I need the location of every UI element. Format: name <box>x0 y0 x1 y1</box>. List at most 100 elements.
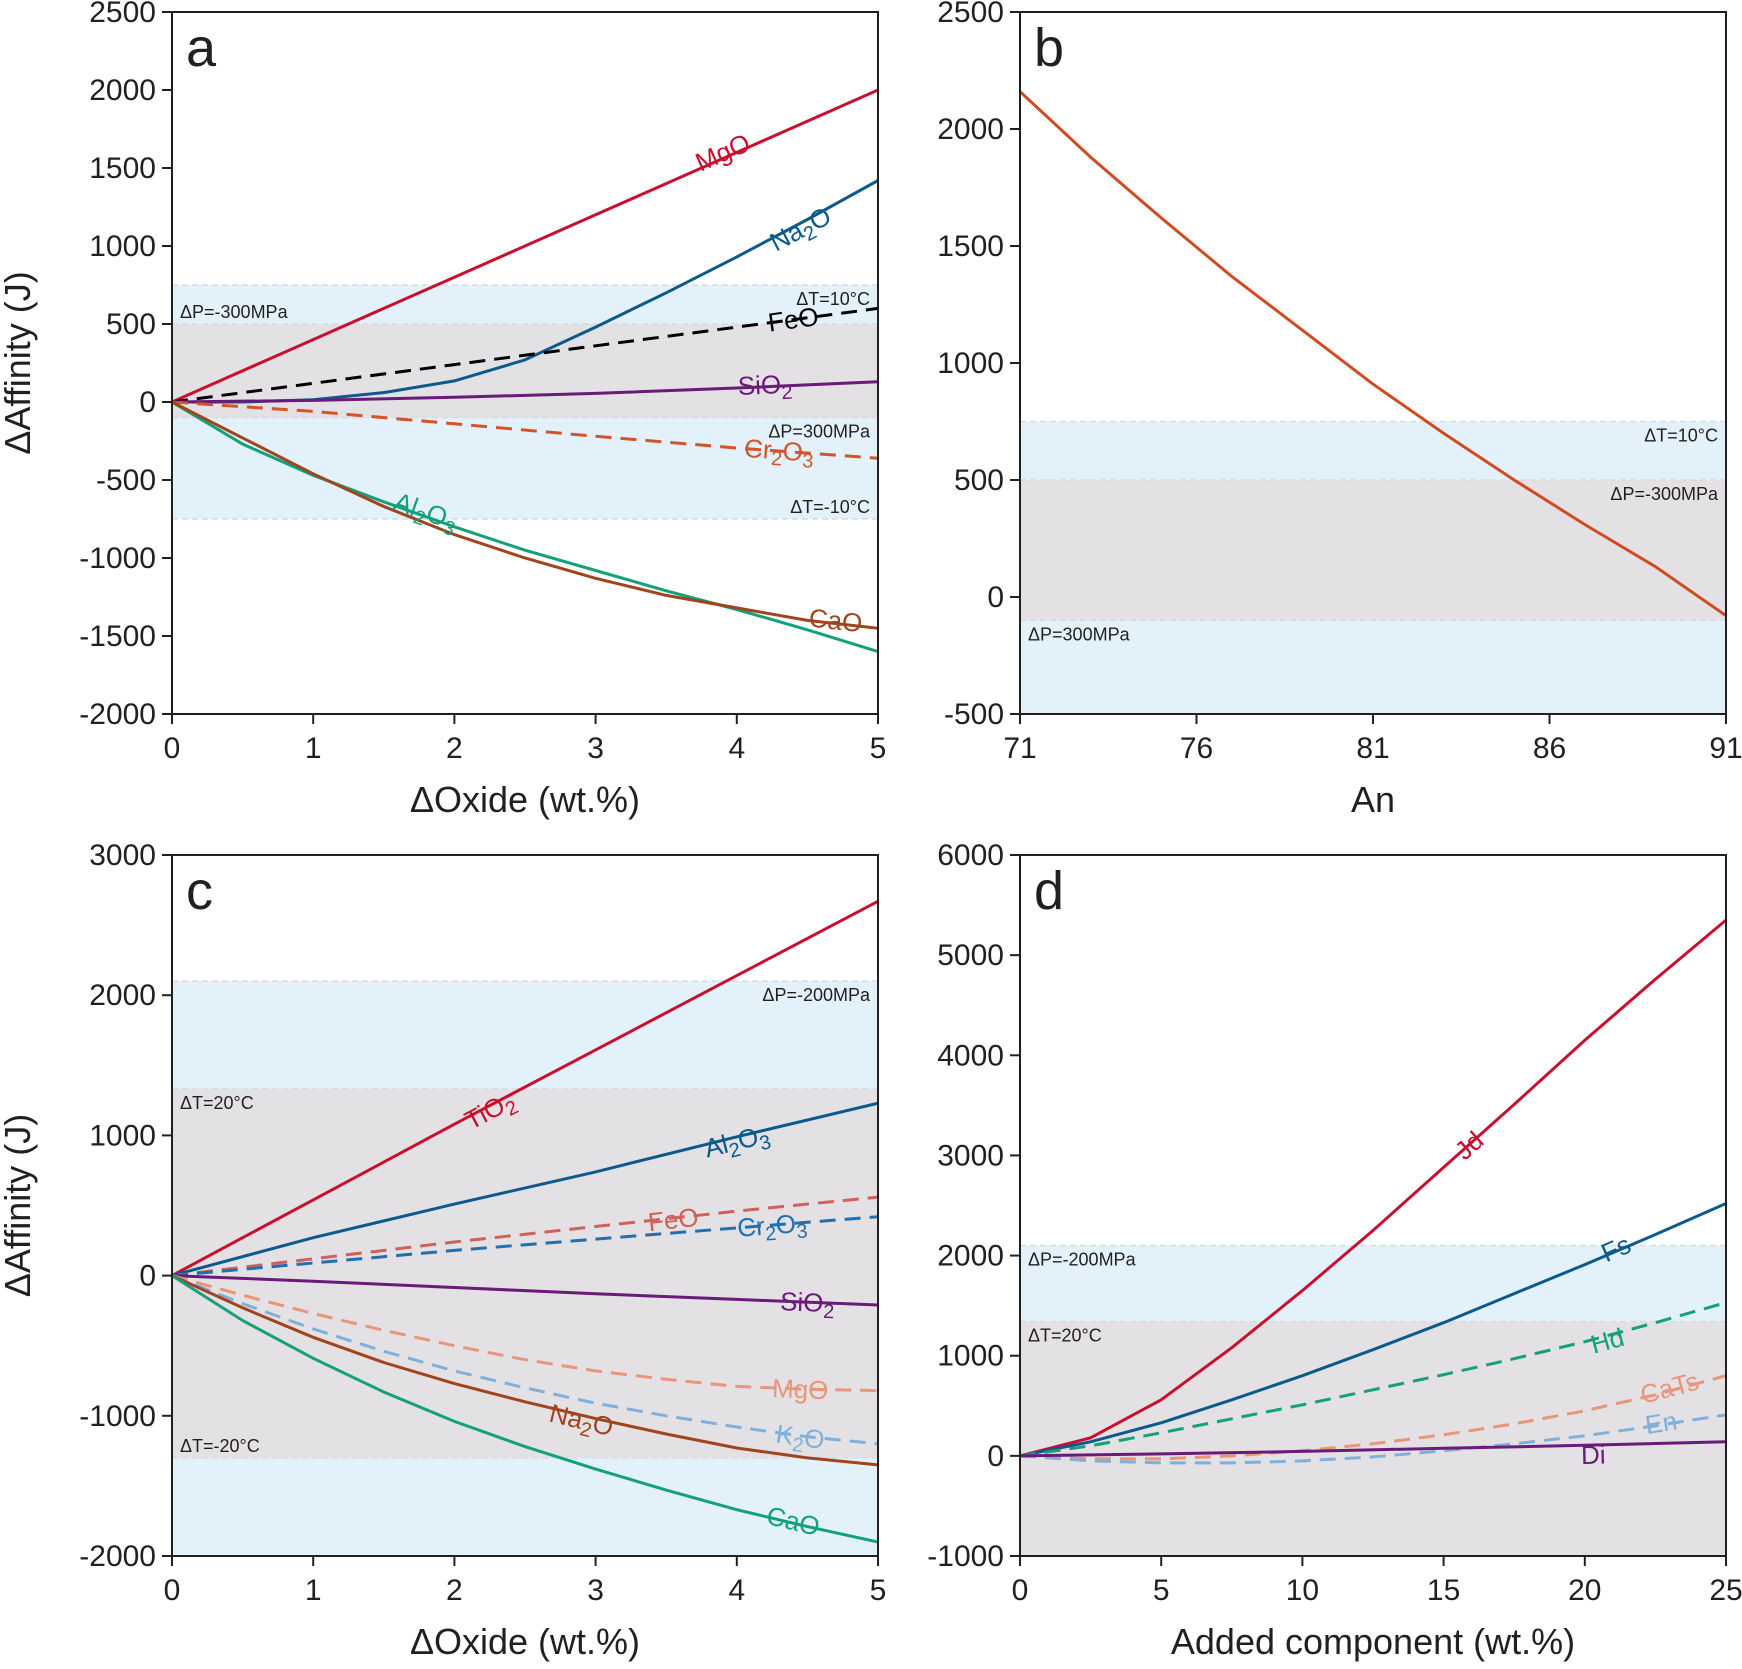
series-line-Cr2O3 <box>172 400 878 460</box>
x-axis-label: ΔOxide (wt.%) <box>410 1621 640 1662</box>
y-tick-label: -2000 <box>79 1540 156 1573</box>
panel-a: ΔT=10°CΔP=-300MPaΔP=300MPaΔT=-10°CMgONa2… <box>0 0 886 820</box>
plot-area <box>1020 90 1726 714</box>
y-tick-label: 2000 <box>937 113 1004 146</box>
y-axis-label: ΔAffinity (J) <box>0 1114 38 1297</box>
band-label: ΔT=20°C <box>1028 1326 1102 1346</box>
series-line-FeO <box>172 1195 878 1278</box>
series-label-SiO2: SiO2​ <box>779 1286 835 1323</box>
panel-letter: c <box>186 861 213 921</box>
y-tick-label: 1000 <box>937 347 1004 380</box>
series-label-CaO: CaO <box>807 603 863 639</box>
series-line-TiO2 <box>172 899 878 1277</box>
panel-letter: b <box>1034 18 1064 78</box>
series-line-MgO <box>172 88 878 404</box>
x-tick-label: 5 <box>870 1574 887 1607</box>
series-line-An <box>1020 90 1726 617</box>
y-tick-label: 4000 <box>937 1039 1004 1072</box>
x-tick-label: 1 <box>305 1574 322 1607</box>
series-line-Cr2O3 <box>172 1215 878 1278</box>
y-tick-label: -1500 <box>79 620 156 653</box>
y-tick-label: 500 <box>106 308 156 341</box>
y-tick-label: 1500 <box>89 152 156 185</box>
band-label: ΔT=20°C <box>180 1093 254 1113</box>
series-line-Al2O3 <box>172 400 878 654</box>
y-tick-label: 1000 <box>89 230 156 263</box>
band-dT <box>172 1089 878 1458</box>
series-line-SiO2 <box>172 1274 878 1307</box>
series-label-En: En <box>1643 1406 1679 1441</box>
x-tick-label: 76 <box>1180 732 1213 765</box>
series-line-En <box>1020 1413 1726 1465</box>
y-tick-label: 1000 <box>937 1340 1004 1373</box>
panel-b: ΔT=10°C ΔP=-300MPa ΔP=300MPa 71 76 81 86 91 -500… <box>937 0 1742 820</box>
y-tick-label: -500 <box>944 698 1004 731</box>
band-label: ΔP=-300MPa <box>1610 484 1719 504</box>
band-label: ΔP=300MPa <box>768 422 871 442</box>
y-tick-label: 2500 <box>937 0 1004 29</box>
series-line-Hd <box>1020 1301 1726 1458</box>
series-line-Jd <box>1020 918 1726 1458</box>
x-tick-label: 0 <box>1012 1574 1029 1607</box>
y-tick-label: 500 <box>954 464 1004 497</box>
series-line-SiO2 <box>172 380 878 404</box>
panel-letter: d <box>1034 861 1064 921</box>
x-tick-label: 81 <box>1356 732 1389 765</box>
y-tick-label: 5000 <box>937 939 1004 972</box>
x-tick-label: 4 <box>728 732 745 765</box>
x-tick-label: 1 <box>305 732 322 765</box>
band-label: ΔP=-300MPa <box>180 302 289 322</box>
series-line-Di <box>1020 1440 1726 1458</box>
y-tick-label: 2500 <box>89 0 156 29</box>
x-tick-label: 5 <box>870 732 887 765</box>
plot-area <box>172 899 878 1556</box>
x-tick-label: 3 <box>587 1574 604 1607</box>
y-tick-label: -1000 <box>79 1400 156 1433</box>
series-line-CaO <box>172 400 878 630</box>
series-label-K2O: K2​O <box>773 1419 826 1460</box>
band-dP <box>1020 480 1726 621</box>
x-tick-label: 2 <box>446 1574 463 1607</box>
series-line-CaTs <box>1020 1374 1726 1461</box>
axes-frame <box>171 11 879 715</box>
panel-letter: a <box>186 18 217 78</box>
series-label-FeO: FeO <box>646 1202 700 1237</box>
y-tick-label: 2000 <box>89 979 156 1012</box>
y-tick-label: 0 <box>987 1440 1004 1473</box>
y-tick-label: 2000 <box>89 74 156 107</box>
y-tick-label: 3000 <box>937 1139 1004 1172</box>
band-label: ΔT=-20°C <box>180 1436 260 1456</box>
series-label-Cr2O3: Cr2​O3​ <box>743 433 815 473</box>
y-tick-label: 1500 <box>937 230 1004 263</box>
x-tick-label: 2 <box>446 732 463 765</box>
series-label-Di: Di <box>1581 1440 1606 1471</box>
series-line-FeO <box>172 306 878 404</box>
y-tick-label: 0 <box>139 1260 156 1293</box>
x-tick-label: 20 <box>1568 1574 1601 1607</box>
y-tick-label: -1000 <box>79 542 156 575</box>
x-axis-label: An <box>1351 779 1395 820</box>
x-tick-label: 4 <box>728 1574 745 1607</box>
series-label-SiO2: SiO2​ <box>737 369 793 406</box>
x-tick-label: 86 <box>1533 732 1566 765</box>
band-label: ΔP=-200MPa <box>762 985 871 1005</box>
y-axis-label: ΔAffinity (J) <box>0 271 38 454</box>
series-label-Cr2O3: Cr2​O3​ <box>736 1207 808 1247</box>
band-label: ΔT=10°C <box>1644 426 1718 446</box>
series-line-Fs <box>1020 1202 1726 1458</box>
series-line-CaO <box>172 1274 878 1544</box>
band-label: ΔP=300MPa <box>1028 624 1131 644</box>
y-tick-label: 3000 <box>89 839 156 872</box>
band-label: ΔP=-200MPa <box>1028 1250 1137 1270</box>
axes-frame <box>171 854 879 1557</box>
series-label-FeO: FeO <box>766 301 820 337</box>
x-tick-label: 0 <box>164 1574 181 1607</box>
series-line-Na2O <box>172 1274 878 1467</box>
band-label: ΔT=-10°C <box>790 497 870 517</box>
x-tick-label: 15 <box>1427 1574 1460 1607</box>
plot-area <box>1020 918 1726 1556</box>
y-tick-label: -500 <box>96 464 156 497</box>
x-tick-label: 25 <box>1709 1574 1742 1607</box>
y-tick-label: 6000 <box>937 839 1004 872</box>
